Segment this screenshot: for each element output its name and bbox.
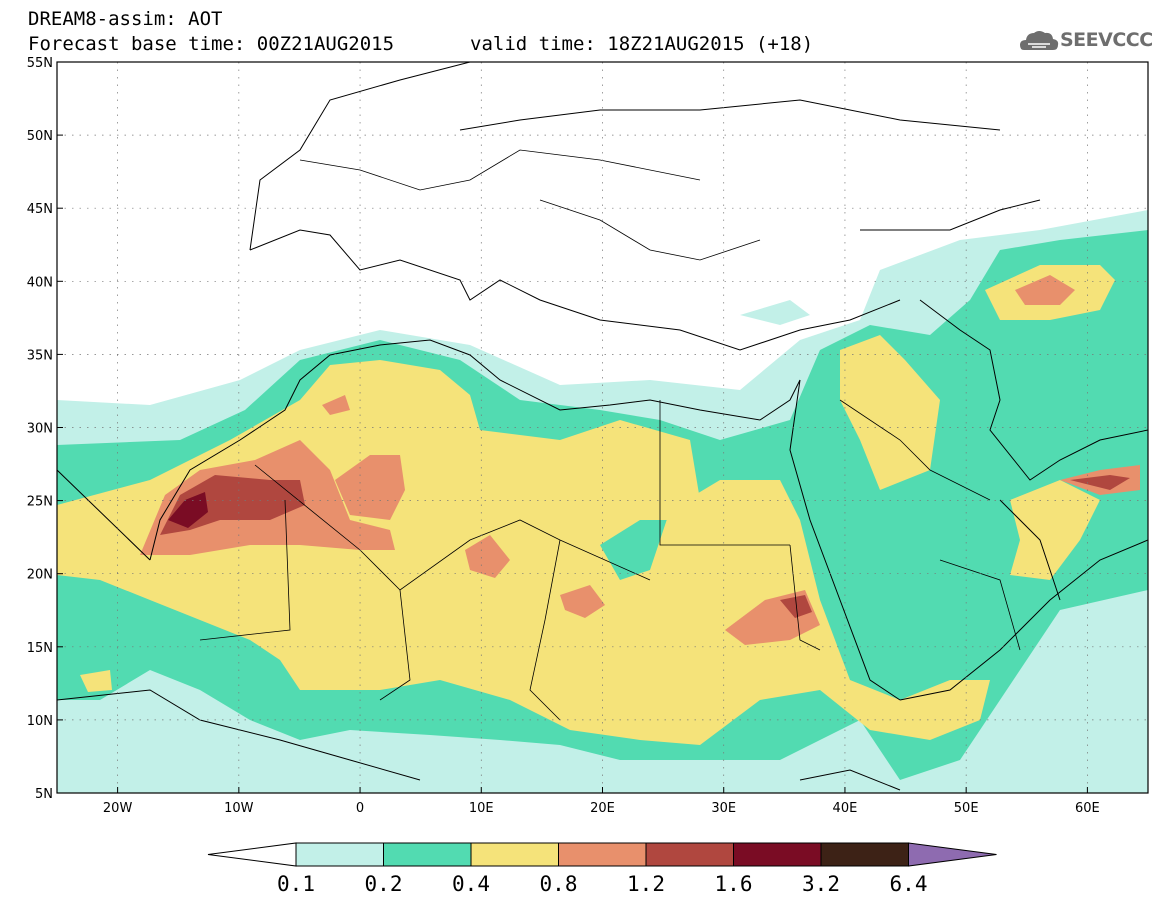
lat-label: 20N: [27, 568, 53, 583]
valid-time: valid time: 18Z21AUG2015 (+18): [470, 33, 814, 55]
lat-label: 45N: [27, 202, 53, 217]
colorbar-label: 0.2: [364, 872, 403, 896]
colorbar-label: 3.2: [802, 872, 840, 896]
lat-label: 15N: [27, 641, 53, 656]
colorbar-label: 1.2: [627, 872, 665, 896]
lat-label: 10N: [27, 714, 53, 729]
lat-label: 40N: [27, 275, 53, 290]
lat-label: 50N: [27, 129, 53, 144]
lon-label: 10E: [469, 801, 494, 816]
lon-label: 50E: [954, 801, 979, 816]
coastlines: [57, 62, 1148, 791]
colorbar-min-arrow: [207, 842, 297, 867]
lon-label: 10W: [224, 801, 254, 816]
aot-1.6-3.2-region: [168, 492, 208, 528]
colorbar-swatch: [558, 842, 647, 867]
colorbar-label: 0.1: [277, 872, 315, 896]
colorbar-label: 6.4: [889, 872, 928, 896]
logo-text: SEEVCCC: [1060, 29, 1153, 51]
colorbar-swatch: [383, 842, 472, 867]
lon-label: 0: [356, 801, 364, 816]
cloud-icon: [1020, 31, 1059, 50]
colorbar: [207, 842, 997, 867]
lon-label: 20E: [590, 801, 615, 816]
lon-label: 20W: [103, 801, 133, 816]
axis-ticks: 55N 50N 45N 40N 35N 30N 25N 20N 15N 10N 5N 20W 10W 0 1…: [27, 56, 1100, 816]
colorbar-swatch: [645, 842, 734, 867]
lat-label: 5N: [35, 787, 53, 802]
lat-label: 30N: [27, 422, 53, 437]
forecast-base-time: Forecast base time: 00Z21AUG2015: [28, 33, 395, 55]
colorbar-swatch: [820, 842, 909, 867]
colorbar-max-arrow: [908, 842, 997, 867]
lat-label: 25N: [27, 495, 53, 510]
lat-label: 55N: [27, 56, 53, 71]
lon-label: 40E: [833, 801, 858, 816]
lon-label: 30E: [711, 801, 736, 816]
colorbar-label: 1.6: [714, 872, 753, 896]
colorbar-swatch: [733, 842, 822, 867]
colorbar-label: 0.8: [539, 872, 578, 896]
colorbar-swatch: [295, 842, 384, 867]
lat-label: 35N: [27, 348, 53, 363]
map-area: [57, 62, 1148, 793]
colorbar-label: 0.4: [452, 872, 490, 896]
colorbar-swatch: [470, 842, 559, 867]
chart-title: DREAM8-assim: AOT: [28, 8, 223, 30]
lon-label: 60E: [1075, 801, 1100, 816]
